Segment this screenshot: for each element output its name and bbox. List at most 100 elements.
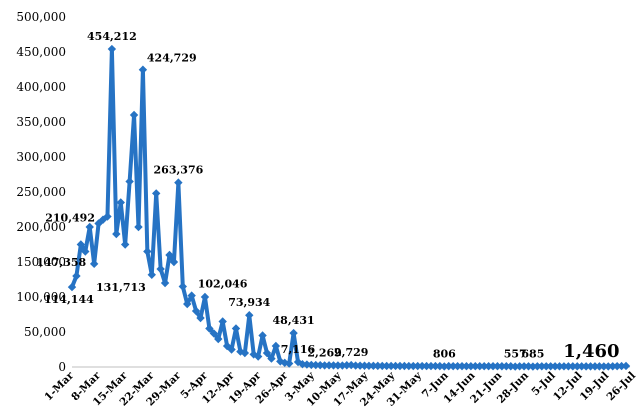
data-point bbox=[94, 219, 103, 228]
data-label: 557 bbox=[504, 348, 527, 361]
data-point bbox=[67, 282, 77, 292]
data-point bbox=[214, 334, 223, 344]
data-point bbox=[364, 361, 374, 371]
data-point bbox=[329, 361, 338, 370]
data-point bbox=[315, 360, 325, 370]
data-point bbox=[546, 362, 555, 371]
data-point bbox=[218, 317, 227, 326]
data-point bbox=[76, 240, 86, 249]
y-tick-label: 300,000 bbox=[16, 150, 66, 164]
data-point bbox=[231, 324, 241, 333]
data-point bbox=[413, 361, 422, 371]
data-point bbox=[426, 361, 436, 371]
data-label: 48,431 bbox=[273, 314, 315, 327]
data-label: 114,144 bbox=[44, 293, 94, 306]
data-point bbox=[333, 361, 343, 370]
data-point bbox=[200, 292, 210, 302]
data-label: 454,212 bbox=[87, 30, 137, 43]
data-label: 424,729 bbox=[147, 52, 197, 65]
data-point bbox=[169, 257, 179, 267]
data-point bbox=[400, 361, 409, 371]
data-point bbox=[85, 222, 94, 232]
data-label: 2,269 bbox=[307, 346, 341, 359]
data-point bbox=[152, 189, 161, 198]
data-label: 685 bbox=[521, 348, 544, 361]
data-point bbox=[590, 362, 600, 371]
y-tick-label: 200,000 bbox=[16, 220, 66, 234]
data-point bbox=[240, 348, 250, 358]
data-point bbox=[360, 361, 369, 370]
x-tick-label: 26-Jul bbox=[604, 370, 638, 404]
data-point bbox=[209, 329, 219, 338]
data-point bbox=[289, 328, 298, 338]
data-point bbox=[519, 362, 529, 371]
data-labels: 114,144 147,358 210,492 454,212 424,729 131,7… bbox=[36, 30, 619, 362]
data-point bbox=[475, 362, 484, 371]
x-tick-label: 19-Jul bbox=[578, 370, 612, 404]
data-label: 73,934 bbox=[228, 296, 270, 309]
data-point bbox=[107, 44, 117, 54]
data-label: 131,713 bbox=[96, 281, 146, 294]
data-point bbox=[488, 362, 498, 371]
y-tick-label: 150,000 bbox=[16, 255, 66, 269]
data-point bbox=[267, 354, 276, 363]
data-point bbox=[404, 361, 414, 371]
data-point bbox=[156, 264, 165, 274]
data-point bbox=[479, 362, 489, 371]
data-point bbox=[506, 362, 515, 371]
data-point bbox=[581, 362, 591, 371]
data-point bbox=[595, 362, 604, 371]
y-tick-label: 100,000 bbox=[16, 290, 66, 304]
data-point bbox=[205, 324, 214, 333]
data-point bbox=[143, 247, 152, 256]
data-point bbox=[395, 361, 405, 371]
data-point bbox=[555, 362, 564, 371]
data-point bbox=[577, 362, 586, 371]
data-point bbox=[391, 361, 400, 371]
data-point bbox=[258, 331, 267, 340]
data-point bbox=[382, 361, 391, 371]
data-label: 1,460 bbox=[563, 341, 619, 362]
data-point bbox=[511, 362, 520, 371]
data-point bbox=[134, 222, 143, 232]
y-tick-label: 0 bbox=[58, 360, 66, 374]
y-tick-label: 400,000 bbox=[16, 80, 66, 94]
data-point bbox=[564, 362, 573, 371]
data-point bbox=[112, 229, 121, 239]
data-point bbox=[515, 362, 524, 371]
series-markers bbox=[67, 44, 631, 371]
y-axis-ticks: 0 50,000 100,000 150,000 200,000 250,000 300,0… bbox=[16, 10, 66, 374]
data-point bbox=[533, 362, 542, 371]
data-point bbox=[586, 362, 595, 371]
data-label: 147,358 bbox=[36, 256, 86, 269]
data-label: 2,729 bbox=[334, 346, 368, 359]
data-point bbox=[125, 177, 134, 186]
y-tick-label: 250,000 bbox=[16, 185, 66, 199]
data-point bbox=[612, 361, 622, 371]
data-point bbox=[271, 341, 281, 351]
data-point bbox=[599, 362, 609, 371]
data-point bbox=[462, 361, 471, 371]
data-point bbox=[621, 361, 631, 371]
data-point bbox=[409, 361, 418, 371]
data-point bbox=[422, 361, 431, 371]
data-point bbox=[183, 299, 192, 309]
data-point bbox=[284, 359, 294, 368]
data-point bbox=[147, 270, 156, 280]
data-label: 102,046 bbox=[198, 278, 248, 291]
data-point bbox=[493, 362, 502, 371]
data-point bbox=[524, 362, 533, 371]
data-point bbox=[369, 361, 378, 371]
data-point bbox=[497, 362, 507, 371]
y-tick-label: 500,000 bbox=[16, 10, 66, 24]
data-point bbox=[178, 282, 187, 291]
data-point bbox=[457, 361, 467, 371]
data-point bbox=[351, 361, 360, 370]
data-point bbox=[466, 361, 476, 371]
data-point bbox=[253, 352, 263, 361]
data-point bbox=[174, 178, 183, 187]
data-point bbox=[227, 345, 236, 354]
data-point bbox=[116, 198, 125, 207]
data-point bbox=[129, 110, 139, 120]
